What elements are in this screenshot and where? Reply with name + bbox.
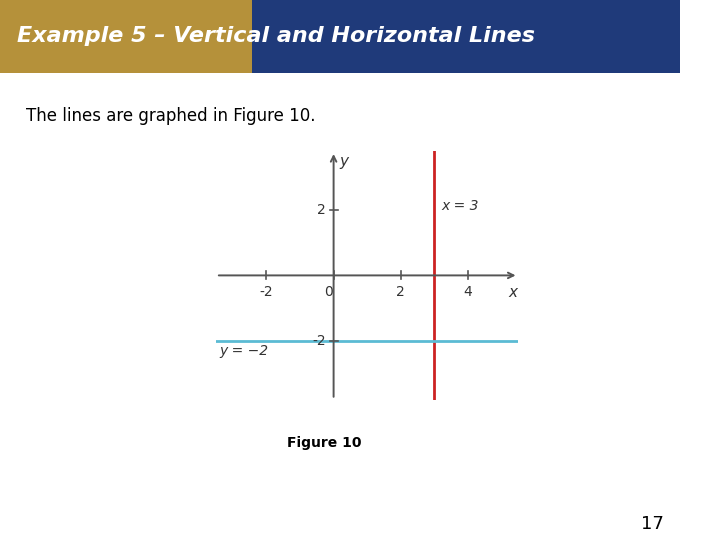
Text: x: x xyxy=(509,285,518,300)
Text: Example 5 – Vertical and Horizontal Lines: Example 5 – Vertical and Horizontal Line… xyxy=(17,26,535,46)
Text: The lines are graphed in Figure 10.: The lines are graphed in Figure 10. xyxy=(26,107,315,125)
Text: 2: 2 xyxy=(318,203,326,217)
Text: x = 3: x = 3 xyxy=(441,199,479,213)
Bar xyxy=(0,0,252,73)
Text: y: y xyxy=(340,154,348,170)
Text: y = −2: y = −2 xyxy=(220,345,269,359)
Text: 17: 17 xyxy=(641,515,664,533)
Text: Figure 10: Figure 10 xyxy=(287,436,361,450)
Text: 4: 4 xyxy=(464,285,472,299)
Text: -2: -2 xyxy=(260,285,273,299)
Text: -2: -2 xyxy=(312,334,326,348)
Bar xyxy=(252,0,680,73)
Text: 0: 0 xyxy=(324,285,333,299)
Text: 2: 2 xyxy=(397,285,405,299)
